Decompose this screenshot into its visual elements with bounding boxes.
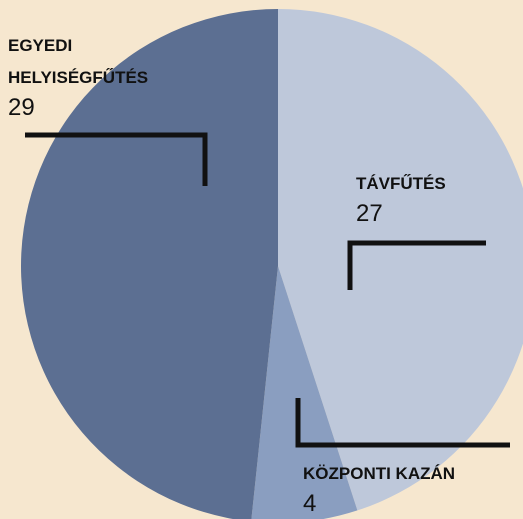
- label: KÖZPONTI KAZÁN 4: [303, 458, 523, 518]
- slice-name: EGYEDI HELYISÉGFŰTÉS: [8, 36, 149, 87]
- leader-line: [347, 240, 486, 290]
- slice: [251, 266, 358, 519]
- slice-value: 27: [356, 200, 383, 227]
- slice-name: KÖZPONTI KAZÁN: [303, 464, 456, 483]
- slice-value: 29: [8, 94, 35, 121]
- slice-value: 4: [303, 490, 317, 517]
- leader-line: [25, 132, 208, 186]
- slice-name: TÁVFŰTÉS: [356, 174, 446, 193]
- leader-line: [295, 398, 510, 448]
- label: TÁVFŰTÉS 27: [356, 168, 516, 228]
- label: EGYEDI HELYISÉGFŰTÉS 29: [8, 30, 208, 122]
- slice: [278, 9, 523, 511]
